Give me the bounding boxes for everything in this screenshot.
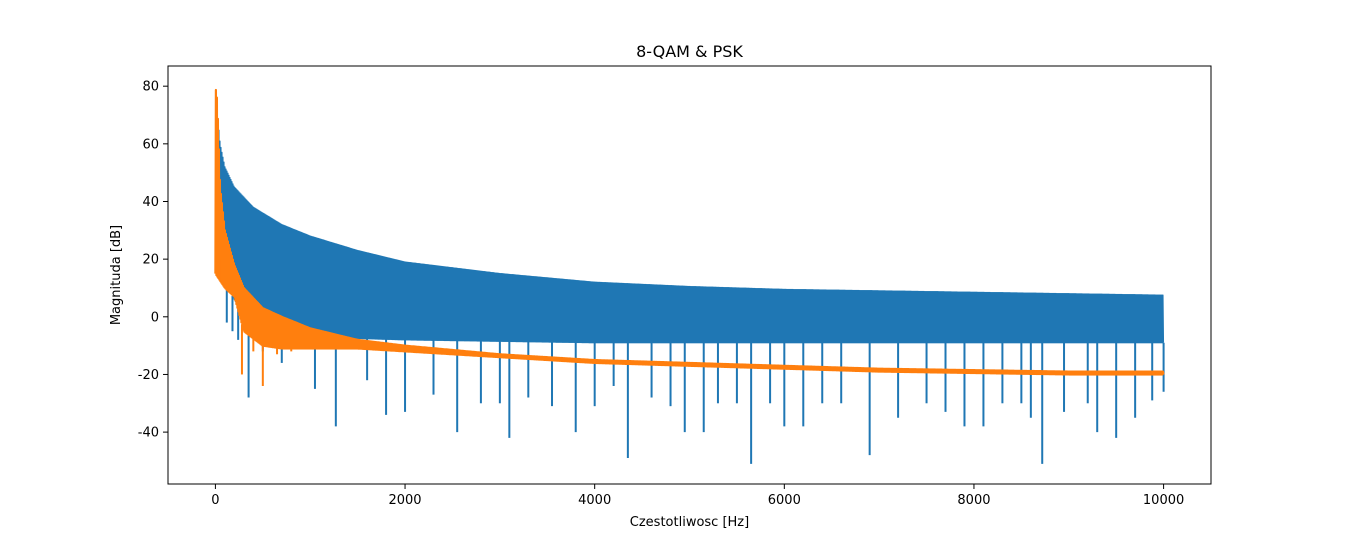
y-tick-label: -20	[138, 368, 159, 383]
y-tick-label: 40	[142, 195, 159, 210]
y-tick-label: -40	[138, 426, 159, 441]
x-tick-label: 10000	[1143, 493, 1184, 508]
y-tick-label: 60	[142, 137, 159, 152]
series-1-line	[214, 96, 1165, 344]
x-tick-label: 2000	[388, 493, 421, 508]
y-tick-label: 20	[142, 253, 159, 268]
x-tick-label: 4000	[578, 493, 611, 508]
series-2	[214, 88, 1165, 386]
series-1	[214, 96, 1165, 464]
y-tick-label: 0	[151, 310, 159, 325]
plot-frame	[167, 65, 1212, 485]
x-tick-label: 8000	[957, 493, 990, 508]
y-axis-label: Magnituda [dB]	[109, 225, 124, 325]
x-axis-label: Czestotliwosc [Hz]	[630, 515, 749, 530]
x-tick-label: 6000	[768, 493, 801, 508]
series-2-line	[214, 88, 1165, 376]
chart-title: 8-QAM & PSK	[636, 42, 743, 61]
y-axis: -40 -20 0 20 40 60 80	[138, 80, 168, 441]
y-tick-label: 80	[142, 80, 159, 95]
plot-area	[214, 88, 1165, 464]
x-axis: 0 2000 4000 6000 8000 10000	[211, 484, 1184, 508]
x-tick-label: 0	[211, 493, 219, 508]
